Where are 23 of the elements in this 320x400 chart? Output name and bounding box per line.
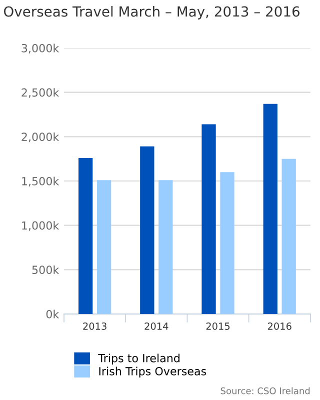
bar bbox=[78, 158, 93, 314]
bar bbox=[220, 172, 234, 314]
bar bbox=[158, 180, 173, 314]
y-tick-label: 1,000k bbox=[22, 221, 60, 231]
y-tick-label: 2,500k bbox=[22, 88, 60, 98]
y-tick-label: 0k bbox=[46, 310, 60, 318]
x-tick-label: 2014 bbox=[144, 322, 168, 330]
bar bbox=[96, 180, 112, 314]
x-tick-label: 2013 bbox=[83, 322, 106, 330]
y-tick-label: 3,000k bbox=[22, 44, 60, 54]
legend-label: Trips to Ireland bbox=[98, 354, 180, 364]
source-note: Source: CSO Ireland bbox=[220, 387, 310, 394]
bar bbox=[263, 104, 278, 314]
bar bbox=[202, 124, 216, 314]
x-tick-label: 2015 bbox=[206, 322, 230, 330]
bar bbox=[282, 158, 296, 314]
y-tick-label: 500k bbox=[32, 265, 60, 274]
x-tick-label: 2016 bbox=[268, 322, 292, 330]
bar bbox=[140, 146, 154, 314]
y-tick-label: 2,000k bbox=[22, 132, 60, 142]
legend-label: Irish Trips Overseas bbox=[99, 366, 206, 378]
chart-title: Overseas Travel March – May, 2013 – 2016 bbox=[4, 6, 300, 20]
y-tick-label: 1,500k bbox=[22, 176, 60, 187]
